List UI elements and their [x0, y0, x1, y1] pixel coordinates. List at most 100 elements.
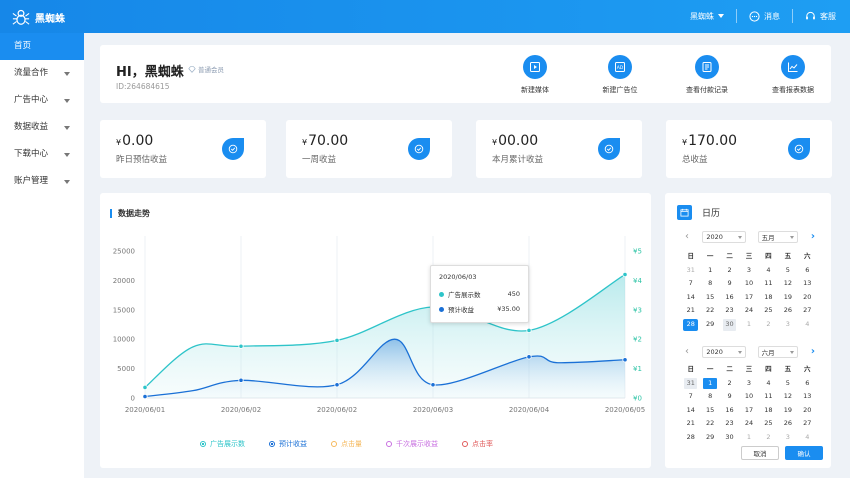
calendar-day[interactable]: 23 [725, 419, 734, 428]
calendar-day[interactable]: 9 [727, 279, 732, 288]
calendar-day[interactable]: 6 [805, 265, 810, 274]
month-select[interactable]: 五月 [757, 231, 798, 243]
calendar-day[interactable]: 27 [803, 306, 812, 315]
brand-logo[interactable]: 黑蜘蛛 [12, 8, 65, 26]
calendar-day[interactable]: 1 [746, 319, 752, 328]
calendar-day[interactable]: 7 [688, 392, 693, 401]
calendar-day[interactable]: 26 [783, 419, 792, 428]
calendar-day[interactable]: 16 [725, 405, 734, 414]
calendar-day[interactable]: 4 [805, 432, 810, 441]
calendar-day[interactable]: 25 [764, 306, 773, 315]
year-select[interactable]: 2020 [702, 231, 747, 243]
calendar-day[interactable]: 30 [722, 318, 737, 331]
new-ad-slot-button[interactable]: AD 新建广告位 [585, 55, 655, 95]
calendar-day[interactable]: 1 [703, 377, 717, 390]
calendar-day[interactable]: 28 [686, 432, 695, 441]
calendar-day[interactable]: 14 [686, 292, 695, 301]
calendar-day[interactable]: 19 [783, 292, 792, 301]
calendar-day[interactable]: 31 [684, 377, 698, 390]
user-menu[interactable]: 黑蜘蛛 [690, 11, 724, 22]
calendar-day[interactable]: 12 [783, 279, 792, 288]
legend-item[interactable]: 点击量 [331, 439, 362, 449]
sidebar-item-ads[interactable]: 广告中心 [0, 87, 84, 114]
confirm-button[interactable]: 确认 [785, 446, 823, 460]
calendar-day[interactable]: 20 [803, 405, 812, 414]
calendar-day[interactable]: 2 [766, 319, 771, 328]
sidebar-item-revenue[interactable]: 数据收益 [0, 114, 84, 141]
chevron-right-icon[interactable]: › [810, 346, 816, 357]
calendar-day[interactable]: 27 [803, 419, 812, 428]
calendar-day[interactable]: 25 [764, 419, 773, 428]
calendar-day[interactable]: 3 [785, 432, 790, 441]
chevron-left-icon[interactable]: ‹ [685, 346, 689, 357]
calendar-day[interactable]: 10 [744, 392, 754, 401]
month-select[interactable]: 六月 [757, 346, 798, 358]
calendar-day[interactable]: 13 [803, 279, 812, 288]
calendar-day[interactable]: 24 [744, 419, 754, 428]
calendar-day[interactable]: 30 [725, 432, 734, 441]
calendar-day[interactable]: 3 [746, 265, 752, 274]
calendar-day[interactable]: 3 [785, 319, 790, 328]
calendar-day[interactable]: 26 [783, 306, 792, 315]
calendar-day[interactable]: 20 [803, 292, 812, 301]
calendar-day[interactable]: 19 [783, 405, 792, 414]
calendar-day[interactable]: 3 [746, 378, 752, 387]
legend-item[interactable]: 广告展示数 [200, 439, 245, 449]
calendar-day[interactable]: 6 [805, 378, 810, 387]
calendar-day[interactable]: 12 [783, 392, 792, 401]
chevron-right-icon[interactable]: › [810, 231, 816, 242]
calendar-day[interactable]: 18 [764, 292, 773, 301]
calendar-day[interactable]: 21 [686, 306, 695, 315]
customer-service-button[interactable]: 客服 [805, 11, 836, 22]
calendar-day[interactable]: 4 [766, 265, 771, 274]
trend-chart[interactable]: 0 5000 10000 15000 20000 25000 ¥0 ¥1 ¥2 ¥3 ¥4 ¥5 202… [100, 223, 651, 453]
calendar-day[interactable]: 29 [705, 432, 715, 441]
calendar-day[interactable]: 4 [805, 319, 810, 328]
calendar-day[interactable]: 24 [744, 306, 754, 315]
sidebar-item-downloads[interactable]: 下载中心 [0, 141, 84, 168]
calendar-day[interactable]: 28 [683, 318, 699, 331]
calendar-day[interactable]: 31 [686, 265, 695, 274]
calendar-day[interactable]: 9 [727, 392, 732, 401]
calendar-day[interactable]: 17 [744, 292, 754, 301]
calendar-day[interactable]: 16 [725, 292, 734, 301]
calendar-day[interactable]: 22 [705, 306, 715, 315]
calendar-day[interactable]: 22 [705, 419, 715, 428]
legend-item[interactable]: 预计收益 [269, 439, 307, 449]
calendar-day[interactable]: 11 [764, 279, 773, 288]
calendar-day[interactable]: 8 [708, 279, 713, 288]
calendar-day[interactable]: 2 [727, 378, 732, 387]
calendar-day[interactable]: 1 [746, 432, 752, 441]
calendar-day[interactable]: 2 [766, 432, 771, 441]
calendar-day[interactable]: 18 [764, 405, 773, 414]
sidebar-item-traffic[interactable]: 流量合作 [0, 60, 84, 87]
legend-item[interactable]: 点击率 [462, 439, 493, 449]
messages-button[interactable]: 消息 [749, 10, 780, 22]
sidebar-item-account[interactable]: 账户管理 [0, 168, 84, 195]
payment-records-button[interactable]: 查看付款记录 [672, 55, 742, 95]
calendar-day[interactable]: 5 [785, 265, 790, 274]
calendar-day[interactable]: 10 [744, 279, 754, 288]
calendar-day[interactable]: 17 [744, 405, 754, 414]
calendar-day[interactable]: 15 [705, 292, 715, 301]
calendar-day[interactable]: 8 [708, 392, 713, 401]
new-media-button[interactable]: 新建媒体 [500, 55, 570, 95]
calendar-day[interactable]: 15 [705, 405, 715, 414]
cancel-button[interactable]: 取消 [741, 446, 779, 460]
calendar-day[interactable]: 13 [803, 392, 812, 401]
report-data-button[interactable]: 查看报表数据 [758, 55, 828, 95]
chevron-left-icon[interactable]: ‹ [685, 231, 689, 242]
calendar-day[interactable]: 14 [686, 405, 695, 414]
calendar-day[interactable]: 5 [785, 378, 790, 387]
calendar-day[interactable]: 23 [725, 306, 734, 315]
calendar-day[interactable]: 21 [686, 419, 695, 428]
sidebar-item-home[interactable]: 首页 [0, 33, 84, 60]
calendar-day[interactable]: 7 [688, 279, 693, 288]
calendar-day[interactable]: 2 [727, 265, 732, 274]
calendar-day[interactable]: 4 [766, 378, 771, 387]
calendar-day[interactable]: 29 [705, 319, 715, 328]
calendar-day[interactable]: 1 [708, 265, 713, 274]
legend-item[interactable]: 千次展示收益 [386, 439, 438, 449]
calendar-day[interactable]: 11 [764, 392, 773, 401]
year-select[interactable]: 2020 [702, 346, 747, 358]
